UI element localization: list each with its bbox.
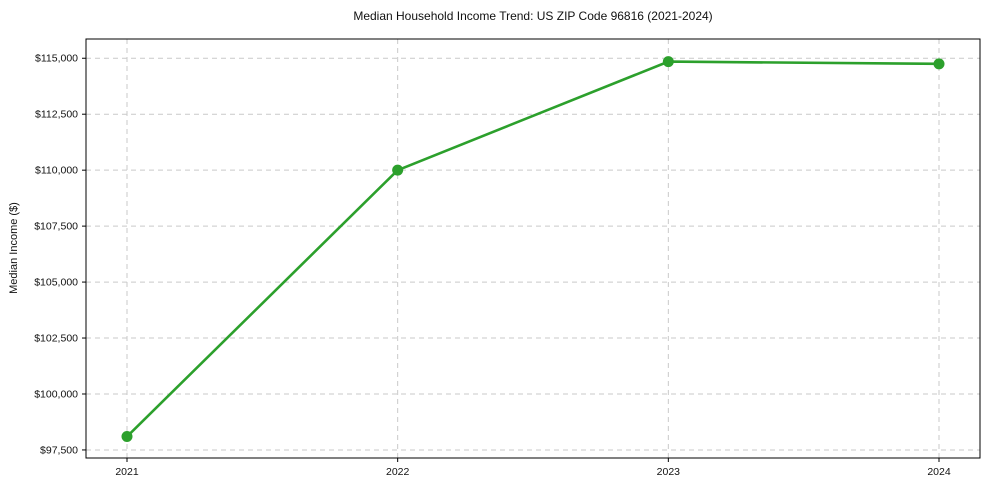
chart-title: Median Household Income Trend: US ZIP Co… bbox=[353, 9, 713, 23]
data-point-marker bbox=[933, 58, 945, 70]
y-tick-label: $102,500 bbox=[34, 333, 78, 345]
income-trend-line bbox=[125, 60, 941, 438]
data-point-marker bbox=[121, 431, 133, 443]
y-tick-label: $110,000 bbox=[35, 165, 78, 177]
y-tick-label: $112,500 bbox=[35, 109, 78, 121]
y-tick-label: $115,000 bbox=[35, 53, 78, 65]
data-point-marker bbox=[392, 164, 404, 176]
axes-spines bbox=[85, 38, 981, 459]
x-tick-label: 2021 bbox=[115, 466, 139, 478]
y-tick-label: $105,000 bbox=[34, 277, 78, 289]
y-tick-label: $107,500 bbox=[34, 221, 78, 233]
plot-background bbox=[86, 39, 980, 458]
y-tick-label: $97,500 bbox=[40, 444, 78, 456]
data-point-marker bbox=[662, 56, 674, 68]
x-tick-label: 2024 bbox=[927, 466, 951, 478]
x-tick-label: 2022 bbox=[386, 466, 410, 478]
y-tick-label: $100,000 bbox=[34, 388, 78, 400]
x-tick-label: 2023 bbox=[657, 466, 681, 478]
